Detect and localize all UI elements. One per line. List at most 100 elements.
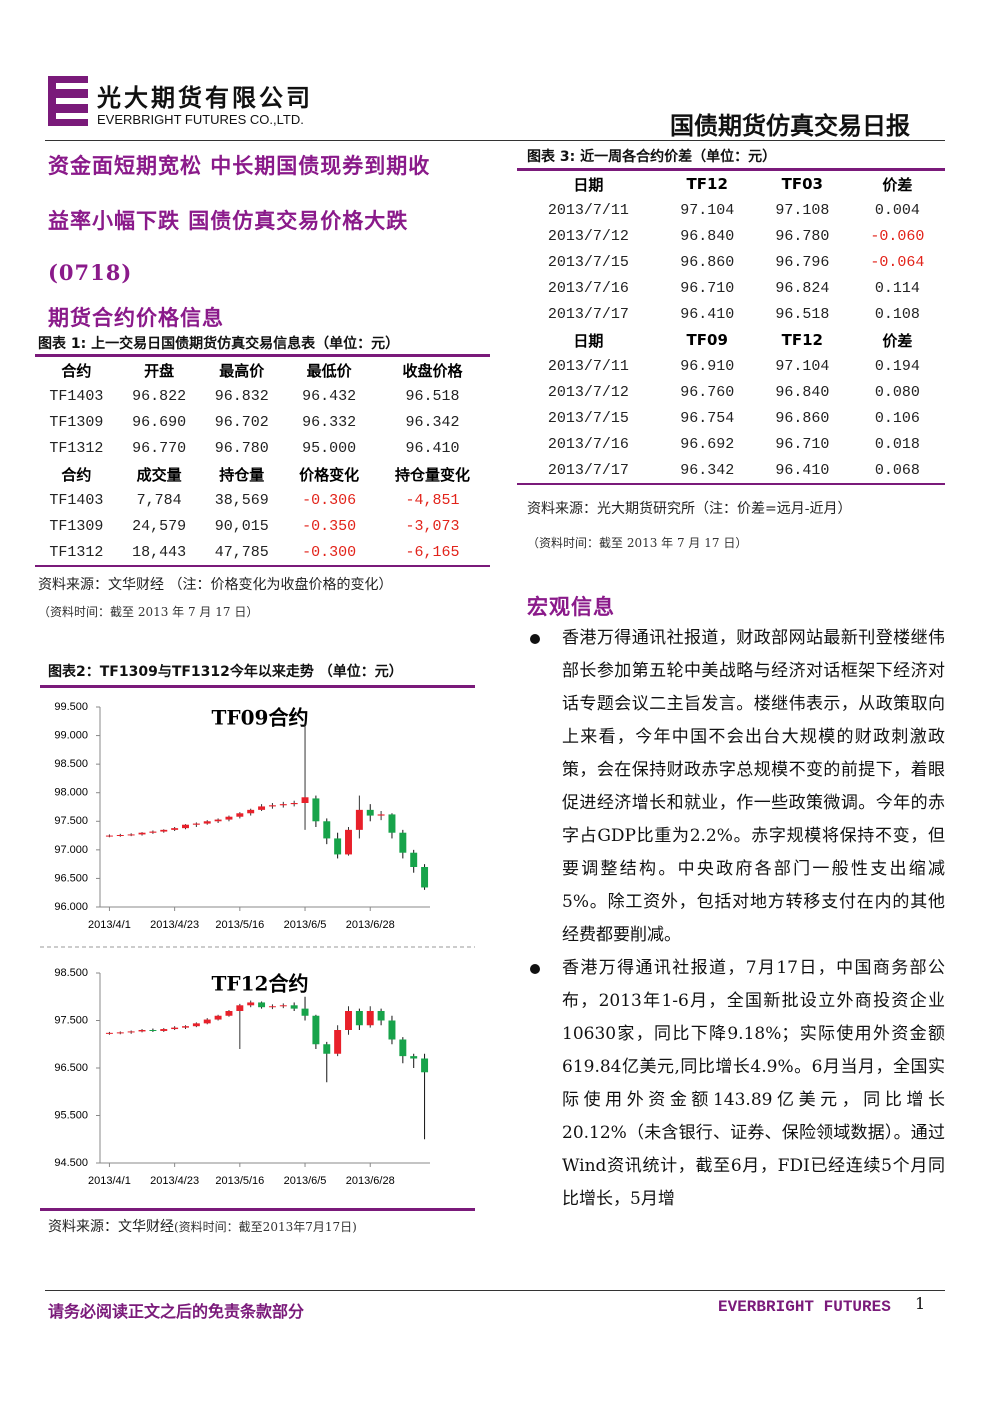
header-cell: 价差 (882, 175, 913, 194)
candle-body (268, 805, 276, 807)
cell: -6,165 (405, 543, 460, 561)
header-cell: 合约 (61, 465, 92, 484)
candle-body (182, 824, 189, 829)
cell: TF1312 (49, 439, 104, 457)
header-cell: 日期 (573, 331, 604, 350)
candle-body (388, 1020, 396, 1040)
cell: -0.306 (302, 491, 357, 509)
row: 2013/7/15 96.754 96.860 0.106 (517, 405, 945, 431)
header-cell: 开盘 (144, 361, 175, 380)
header-cell: TF03 (781, 175, 823, 193)
cell: 96.780 (214, 439, 269, 457)
candle-body (410, 1056, 418, 1059)
candle-body (149, 831, 157, 833)
source: 资料来源：文华财经(资料时间：截至2013年7月17日) (48, 1216, 357, 1236)
y-tick-label: 95.500 (54, 1109, 88, 1121)
candle-body (268, 1006, 276, 1008)
candle-body (225, 1011, 233, 1016)
cell: 2013/7/11 (547, 357, 629, 375)
cell: -3,073 (405, 517, 460, 535)
cell: 2013/7/15 (547, 409, 629, 427)
candle-body (301, 1008, 309, 1016)
cell: 0.114 (874, 279, 920, 297)
row: TF1309 24,579 90,015 -0.350 -3,073 (35, 513, 490, 539)
cell: 96.780 (775, 227, 830, 245)
header-cell: 最高价 (219, 361, 265, 380)
section-title: 宏观信息 (527, 594, 615, 619)
candle-body (149, 1030, 157, 1031)
candle-body (247, 1002, 255, 1006)
candle-body (258, 806, 266, 810)
row: 2013/7/16 96.692 96.710 0.018 (517, 431, 945, 457)
source: 资料来源：光大期货研究所（注：价差=远月-近月） (527, 501, 852, 517)
header-cell: 收盘价格 (402, 361, 463, 380)
candle-body (279, 1005, 287, 1007)
cell: -0.300 (302, 543, 357, 561)
header-row: 日期 TF09 TF12 价差 (517, 327, 945, 353)
cell: 96.690 (132, 413, 187, 431)
cell: 96.410 (405, 439, 460, 457)
cell: 96.860 (680, 253, 735, 271)
header-cell: 最低价 (306, 361, 352, 380)
row: 2013/7/16 96.710 96.824 0.114 (517, 275, 945, 301)
y-tick-label: 98.500 (54, 758, 88, 770)
x-tick-label: 2013/6/28 (346, 1175, 395, 1187)
cell: 96.332 (302, 413, 357, 431)
row: TF1309 96.690 96.702 96.332 96.342 (35, 409, 490, 435)
y-tick-label: 96.500 (54, 872, 88, 884)
candle-body (236, 1005, 244, 1011)
candle-body (160, 829, 168, 832)
cell: 2013/7/12 (547, 227, 629, 245)
cell: 2013/7/17 (547, 461, 629, 479)
cell: -0.060 (870, 227, 925, 245)
cell: 97.108 (775, 201, 830, 219)
table-grid: 日期 TF12 TF03 价差 2013/7/11 97.104 97.108 0.004 20… (517, 171, 945, 483)
candle-body (105, 1032, 113, 1034)
header-rule (45, 140, 945, 141)
cell: 96.824 (775, 279, 830, 297)
candle-body (127, 834, 135, 836)
row: 2013/7/17 96.410 96.518 0.108 (517, 301, 945, 327)
bullet-dot (530, 964, 540, 974)
y-tick-label: 97.500 (54, 1014, 88, 1026)
header-row: 合约 成交量 持仓量 价格变化 持仓量变化 (35, 461, 490, 487)
cell: 2013/7/15 (547, 253, 629, 271)
candle-body (105, 835, 113, 837)
candle-body (421, 1058, 429, 1073)
header-row: 合约 开盘 最高价 最低价 收盘价格 (35, 357, 490, 383)
headline-line: 资金面短期宽松 中长期国债现券到期收 (48, 153, 431, 178)
cell: 96.410 (775, 461, 830, 479)
cell: 0.106 (874, 409, 920, 427)
y-tick-label: 97.500 (54, 815, 88, 827)
cell: 18,443 (132, 543, 187, 561)
headline-code: (0718) (48, 260, 133, 285)
header-cell: 价差 (882, 331, 913, 350)
bullet-item: 香港万得通讯社报道，财政部网站最新刊登楼继伟部长参加第五轮中美战略与经济对话框架… (527, 622, 945, 952)
candle-body (312, 1015, 320, 1045)
candle-body (366, 1011, 374, 1026)
table-grid: 合约 开盘 最高价 最低价 收盘价格 TF1403 96.822 96.832 96.432 96… (35, 357, 490, 565)
y-tick-label: 98.000 (54, 787, 88, 799)
cell: 24,579 (132, 517, 187, 535)
candle-body (334, 1030, 342, 1054)
candle-body (236, 813, 244, 817)
candle-body (138, 1030, 146, 1032)
cell: 96.518 (775, 305, 830, 323)
cell: 2013/7/11 (547, 201, 629, 219)
y-tick-label: 96.000 (54, 901, 88, 913)
cell: 96.342 (405, 413, 460, 431)
cell: 0.004 (874, 201, 920, 219)
cell: 96.702 (214, 413, 269, 431)
candle-body (247, 809, 255, 814)
header-cell: TF09 (686, 331, 728, 349)
candle-body (214, 819, 222, 822)
y-tick-label: 99.500 (54, 701, 88, 713)
header-row: 日期 TF12 TF03 价差 (517, 171, 945, 197)
row: TF1403 7,784 38,569 -0.306 -4,851 (35, 487, 490, 513)
candle-body (290, 1005, 298, 1009)
cell: 96.860 (775, 409, 830, 427)
header-cell: 持仓量 (219, 465, 265, 484)
x-tick-label: 2013/4/1 (88, 1175, 131, 1187)
y-tick-label: 99.000 (54, 729, 88, 741)
